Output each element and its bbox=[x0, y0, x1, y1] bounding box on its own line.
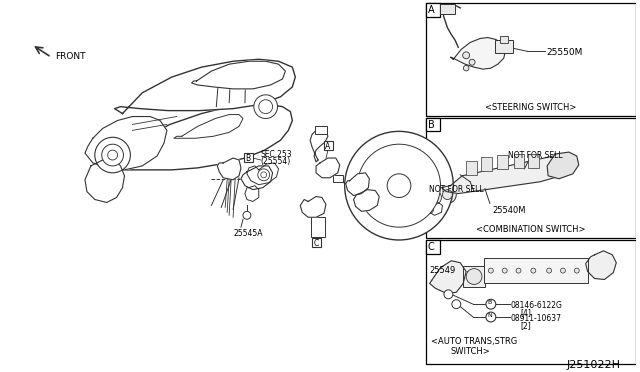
Text: <STEERING SWITCH>: <STEERING SWITCH> bbox=[484, 103, 576, 112]
Bar bbox=[463, 266, 485, 288]
Text: NOT FOR SELL: NOT FOR SELL bbox=[429, 185, 483, 194]
Circle shape bbox=[444, 290, 453, 299]
Circle shape bbox=[95, 137, 131, 173]
Polygon shape bbox=[93, 105, 292, 183]
Text: N: N bbox=[488, 312, 492, 318]
Bar bbox=[426, 118, 440, 131]
Circle shape bbox=[442, 190, 452, 199]
Polygon shape bbox=[245, 186, 259, 202]
Circle shape bbox=[531, 268, 536, 273]
Text: SWITCH>: SWITCH> bbox=[451, 347, 490, 356]
Bar bbox=[440, 4, 455, 14]
Text: 08911-10637: 08911-10637 bbox=[511, 314, 562, 323]
Circle shape bbox=[260, 172, 267, 178]
Polygon shape bbox=[115, 59, 295, 113]
Polygon shape bbox=[85, 160, 124, 202]
Polygon shape bbox=[85, 116, 167, 170]
Circle shape bbox=[516, 268, 521, 273]
Polygon shape bbox=[346, 173, 369, 196]
Polygon shape bbox=[218, 158, 241, 180]
Bar bbox=[529, 154, 540, 168]
Bar bbox=[495, 39, 513, 53]
Circle shape bbox=[426, 205, 433, 213]
Bar bbox=[244, 153, 253, 162]
Text: 25550M: 25550M bbox=[546, 48, 582, 57]
Circle shape bbox=[502, 268, 507, 273]
Circle shape bbox=[259, 100, 273, 113]
Bar bbox=[497, 155, 508, 169]
Circle shape bbox=[488, 268, 493, 273]
Bar bbox=[426, 3, 636, 116]
Bar bbox=[500, 36, 508, 44]
Text: B: B bbox=[428, 119, 435, 129]
Circle shape bbox=[486, 299, 496, 309]
Bar bbox=[333, 175, 342, 182]
Bar bbox=[312, 238, 321, 247]
Circle shape bbox=[463, 65, 469, 71]
Bar bbox=[311, 217, 325, 237]
Bar bbox=[426, 240, 636, 365]
Polygon shape bbox=[241, 166, 273, 190]
Bar bbox=[466, 161, 477, 175]
Text: 25545A: 25545A bbox=[233, 229, 262, 238]
Polygon shape bbox=[429, 261, 466, 293]
Text: 25549: 25549 bbox=[429, 266, 456, 275]
Text: A: A bbox=[428, 5, 435, 15]
Polygon shape bbox=[586, 251, 616, 279]
Circle shape bbox=[463, 52, 470, 59]
Circle shape bbox=[422, 186, 447, 209]
Text: J251022H: J251022H bbox=[567, 360, 621, 371]
Text: 25540M: 25540M bbox=[493, 206, 526, 215]
Circle shape bbox=[254, 95, 278, 119]
Circle shape bbox=[358, 144, 440, 227]
Text: 08146-6122G: 08146-6122G bbox=[511, 301, 563, 310]
Text: <COMBINATION SWITCH>: <COMBINATION SWITCH> bbox=[476, 225, 585, 234]
Polygon shape bbox=[247, 163, 278, 185]
Text: [2]: [2] bbox=[520, 321, 531, 330]
Bar bbox=[484, 258, 588, 283]
Polygon shape bbox=[442, 156, 575, 193]
Bar bbox=[481, 157, 492, 171]
Circle shape bbox=[574, 268, 579, 273]
Text: (25554): (25554) bbox=[260, 157, 291, 166]
Circle shape bbox=[428, 190, 442, 205]
Bar bbox=[324, 141, 333, 150]
Text: NOT FOR SELL: NOT FOR SELL bbox=[508, 151, 563, 160]
Bar bbox=[426, 3, 440, 17]
Circle shape bbox=[561, 268, 565, 273]
Polygon shape bbox=[353, 190, 380, 211]
Circle shape bbox=[466, 269, 482, 285]
Circle shape bbox=[387, 174, 411, 198]
Text: C: C bbox=[428, 242, 435, 252]
Circle shape bbox=[469, 59, 475, 65]
Circle shape bbox=[243, 211, 251, 219]
Text: C: C bbox=[314, 239, 319, 248]
Text: SEC.253: SEC.253 bbox=[260, 150, 292, 159]
Polygon shape bbox=[428, 202, 442, 215]
Text: B: B bbox=[245, 154, 251, 163]
Circle shape bbox=[438, 186, 456, 203]
Text: FRONT: FRONT bbox=[55, 52, 86, 61]
Circle shape bbox=[452, 300, 461, 309]
Bar bbox=[426, 240, 440, 254]
Circle shape bbox=[102, 144, 124, 166]
Bar bbox=[426, 118, 636, 238]
Text: A: A bbox=[325, 142, 331, 151]
Circle shape bbox=[108, 150, 118, 160]
Polygon shape bbox=[316, 158, 340, 178]
Circle shape bbox=[486, 312, 496, 322]
Text: <AUTO TRANS,STRG: <AUTO TRANS,STRG bbox=[431, 337, 517, 346]
Circle shape bbox=[547, 268, 552, 273]
Circle shape bbox=[345, 131, 453, 240]
Bar bbox=[513, 154, 524, 168]
Text: [4]: [4] bbox=[520, 308, 531, 317]
Polygon shape bbox=[174, 115, 243, 138]
Text: B: B bbox=[488, 300, 492, 305]
Polygon shape bbox=[300, 196, 326, 217]
Polygon shape bbox=[547, 152, 579, 179]
Polygon shape bbox=[451, 38, 506, 69]
Polygon shape bbox=[191, 61, 285, 89]
Circle shape bbox=[258, 169, 269, 181]
Bar bbox=[315, 126, 327, 134]
